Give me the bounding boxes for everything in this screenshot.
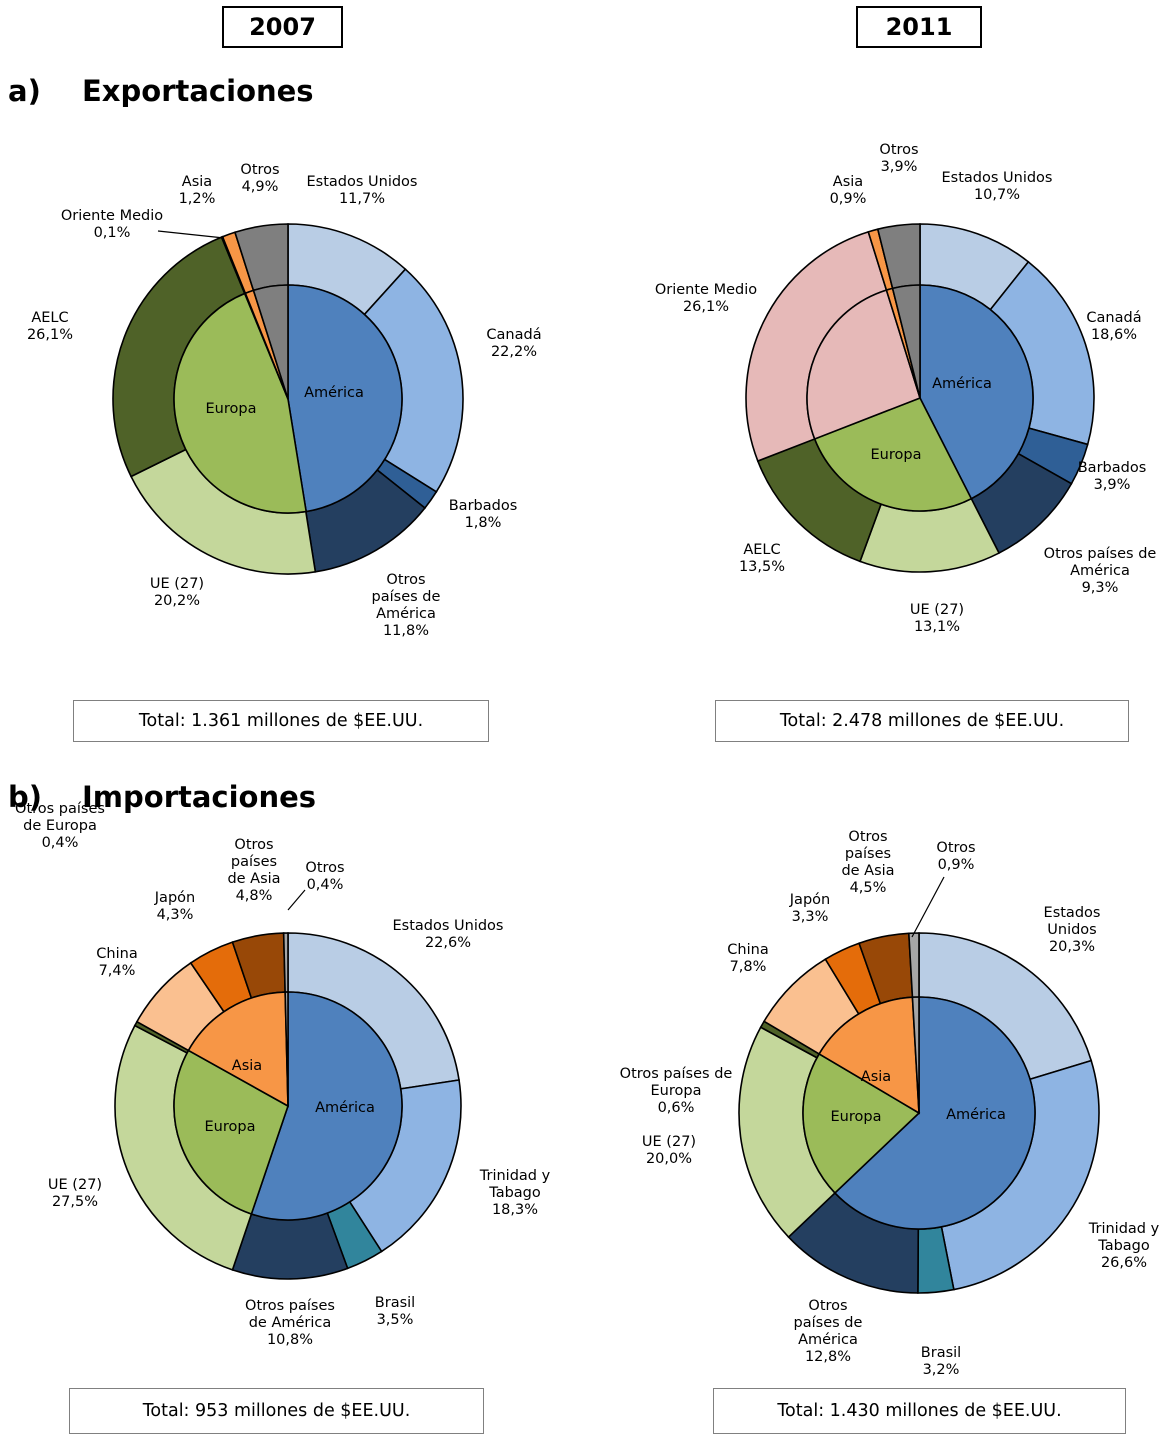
slice-label-estados-unidos-0: Estados Unidos 11,7% (307, 174, 418, 207)
outer-slice-otros-9 (282, 932, 289, 993)
section-letter: b) (8, 780, 43, 814)
slice-label-oriente-medio-6: Oriente Medio 26,1% (655, 282, 757, 315)
inner-label-europa-1: Europa (206, 401, 257, 417)
section-title: Exportaciones (82, 74, 314, 108)
outer-slice-otros-paises-de-america-3 (231, 1211, 349, 1280)
section-title: Importaciones (82, 780, 317, 814)
section-importaciones: b) Importaciones (8, 780, 316, 814)
slice-label-oriente-medio-6: Oriente Medio 0,1% (61, 208, 163, 241)
slice-label-aelc-5: AELC 26,1% (27, 310, 73, 343)
inner-label-america-0: América (932, 376, 992, 392)
slice-label-trinidad-y-tabago-1: Trinidad y Tabago 26,6% (1088, 1221, 1160, 1271)
slice-label-ue-27-4: UE (27) 13,1% (910, 602, 964, 635)
slice-label-otros-8: Otros 4,9% (240, 162, 279, 195)
slice-label-ue-27-4: UE (27) 27,5% (48, 1177, 102, 1210)
inner-slice-slice-2 (806, 289, 921, 440)
slice-label-otros-9: Otros 0,4% (305, 860, 344, 893)
inner-slice-america-0 (250, 991, 403, 1221)
slice-label-trinidad-y-tabago-1: Trinidad y Tabago 18,3% (479, 1168, 551, 1218)
slice-label-china-6: China 7,4% (96, 946, 137, 979)
slice-label-barbados-2: Barbados 1,8% (449, 498, 518, 531)
slice-label-otros-paises-de-america-3: Otros países de América 10,8% (245, 1298, 335, 1348)
inner-label-asia-2: Asia (861, 1069, 891, 1085)
inner-label-europa-1: Europa (205, 1119, 256, 1135)
slice-label-otros-9: Otros 0,9% (936, 840, 975, 873)
slice-label-otros-8: Otros 3,9% (879, 142, 918, 175)
slice-label-otros-paises-de-america-3: Otros países de América 9,3% (1044, 546, 1157, 596)
inner-label-asia-2: Asia (232, 1058, 262, 1074)
slice-label-brasil-2: Brasil 3,2% (921, 1345, 961, 1378)
leader-line (287, 889, 306, 911)
slice-label-asia-7: Asia 0,9% (830, 174, 867, 207)
leader-line (157, 230, 225, 239)
section-letter: a) (8, 74, 41, 108)
inner-slice-europa-1 (173, 1049, 289, 1215)
slice-label-otros-paises-de-europa-5: Otros países de Europa 0,4% (15, 801, 105, 851)
year-2007-box: 2007 (222, 6, 343, 48)
inner-slice-america-0 (287, 284, 403, 513)
inner-label-europa-1: Europa (871, 447, 922, 463)
inner-slice-slice-3 (911, 996, 920, 1114)
total-importaciones-2011: Total: 1.430 millones de $EE.UU. (713, 1388, 1126, 1434)
inner-slice-america-0 (833, 996, 1036, 1230)
inner-slice-asia-2 (818, 996, 920, 1115)
inner-label-america-0: América (946, 1107, 1006, 1123)
slice-label-aelc-5: AELC 13,5% (739, 542, 785, 575)
slice-label-estados-unidos-0: Estados Unidos 20,3% (1044, 905, 1101, 955)
inner-slice-europa-1 (173, 292, 308, 514)
slice-label-canada-1: Canadá 18,6% (1086, 310, 1141, 343)
inner-label-europa-1: Europa (831, 1109, 882, 1125)
inner-slice-slice-4 (252, 284, 289, 400)
slice-label-otros-paises-de-europa-5: Otros países de Europa 0,6% (620, 1066, 733, 1116)
inner-slice-america-0 (919, 284, 1034, 500)
slice-label-japon-7: Japón 3,3% (789, 892, 830, 925)
slice-label-otros-paises-de-america-3: Otros países de América 11,8% (372, 572, 441, 639)
slice-label-china-6: China 7,8% (727, 942, 768, 975)
inner-label-america-0: América (304, 385, 364, 401)
pie-chart-exportaciones-2011: América Europa Estados Unidos 10,7% Canadá 18… (655, 142, 1157, 635)
section-exportaciones: a) Exportaciones (8, 74, 314, 108)
slice-label-otros-paises-de-america-3: Otros países de América 12,8% (794, 1298, 863, 1365)
pie-chart-importaciones-2011: América Europa Asia Estados Unidos 20,3% Trini… (620, 829, 1160, 1378)
slice-label-estados-unidos-0: Estados Unidos 22,6% (393, 918, 504, 951)
pie-chart-importaciones-2007: América Europa Asia Estados Unidos 22,6% Trin… (15, 801, 551, 1348)
inner-slice-slice-4 (891, 284, 921, 399)
slice-label-barbados-2: Barbados 3,9% (1078, 460, 1147, 493)
slice-label-ue-27-4: UE (27) 20,2% (150, 576, 204, 609)
total-exportaciones-2011: Total: 2.478 millones de $EE.UU. (715, 700, 1129, 742)
total-importaciones-2007: Total: 953 millones de $EE.UU. (69, 1388, 484, 1434)
total-exportaciones-2007: Total: 1.361 millones de $EE.UU. (73, 700, 489, 742)
slice-label-canada-1: Canadá 22,2% (486, 327, 541, 360)
inner-slice-europa-1 (802, 1052, 921, 1195)
slice-label-japon-7: Japón 4,3% (154, 890, 195, 923)
slice-label-asia-7: Asia 1,2% (179, 174, 216, 207)
leader-line (911, 876, 945, 938)
slice-label-otros-paises-de-asia-8: Otros países de Asia 4,8% (227, 837, 280, 904)
pie-chart-exportaciones-2007: América Europa Estados Unidos 11,7% Canadá 22… (27, 162, 542, 639)
slice-label-estados-unidos-0: Estados Unidos 10,7% (942, 170, 1053, 203)
inner-slice-europa-1 (813, 396, 973, 512)
slice-label-ue-27-4: UE (27) 20,0% (642, 1134, 696, 1167)
year-2011-box: 2011 (856, 6, 982, 48)
slice-label-brasil-2: Brasil 3,5% (375, 1295, 415, 1328)
inner-slice-slice-3 (284, 991, 289, 1107)
inner-label-america-0: América (315, 1100, 375, 1116)
inner-slice-asia-2 (187, 991, 289, 1108)
slice-label-otros-paises-de-asia-8: Otros países de Asia 4,5% (841, 829, 894, 896)
